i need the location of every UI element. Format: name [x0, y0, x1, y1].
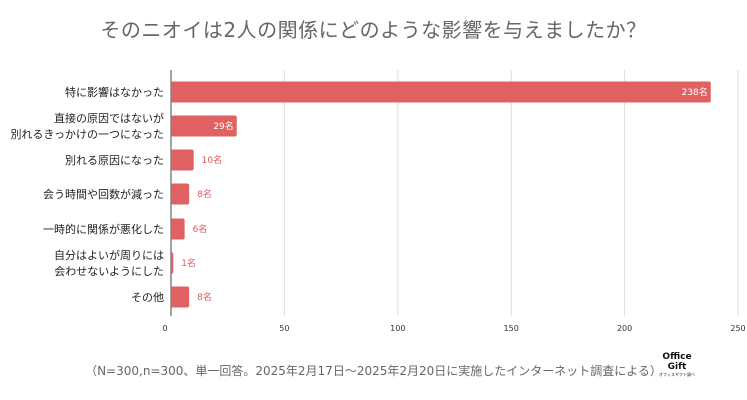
- bar: [171, 218, 185, 240]
- x-tick-label: 0: [162, 324, 167, 333]
- x-tick-label: 200: [617, 324, 632, 333]
- logo-caption: オフィスギフト調べ: [659, 372, 695, 377]
- bar: [171, 115, 237, 137]
- x-tick-label: 250: [730, 324, 745, 333]
- category-label: 別れる原因になった: [65, 154, 164, 167]
- data-label: 8名: [197, 188, 212, 200]
- x-tick-label: 50: [279, 324, 289, 333]
- data-label: 8名: [197, 291, 212, 303]
- category-label: 直接の原因ではないが: [54, 111, 164, 125]
- logo-line-1: Office: [662, 352, 692, 362]
- category-label: その他: [131, 291, 164, 304]
- brand-logo: Office Gift オフィスギフト調べ: [652, 352, 702, 378]
- logo-line-2: Gift: [667, 362, 687, 372]
- bar: [171, 149, 194, 171]
- category-label: 会う時間や回数が減った: [43, 187, 164, 201]
- bar: [171, 286, 190, 308]
- x-tick-label: 150: [504, 324, 519, 333]
- data-label: 6名: [193, 223, 208, 235]
- category-label: 会わせないようにした: [54, 265, 164, 278]
- category-label: 一時的に関係が悪化した: [43, 222, 164, 236]
- bar: [171, 252, 174, 274]
- category-label: 自分はよいが周りには: [54, 248, 164, 262]
- category-label: 特に影響はなかった: [65, 85, 164, 99]
- survey-footnote: （N=300,n=300、単一回答。2025年2月17日〜2025年2月20日に…: [85, 364, 662, 378]
- data-label: 1名: [181, 257, 196, 269]
- data-label: 29名: [213, 120, 233, 132]
- bar: [171, 81, 711, 103]
- x-tick-label: 100: [390, 324, 405, 333]
- category-label: 別れるきっかけの一つになった: [10, 128, 164, 141]
- bar: [171, 183, 190, 205]
- chart-title: そのニオイは2人の関係にどのような影響を与えましたか？: [100, 18, 647, 42]
- data-label: 10名: [202, 154, 222, 166]
- data-label: 238名: [682, 86, 708, 98]
